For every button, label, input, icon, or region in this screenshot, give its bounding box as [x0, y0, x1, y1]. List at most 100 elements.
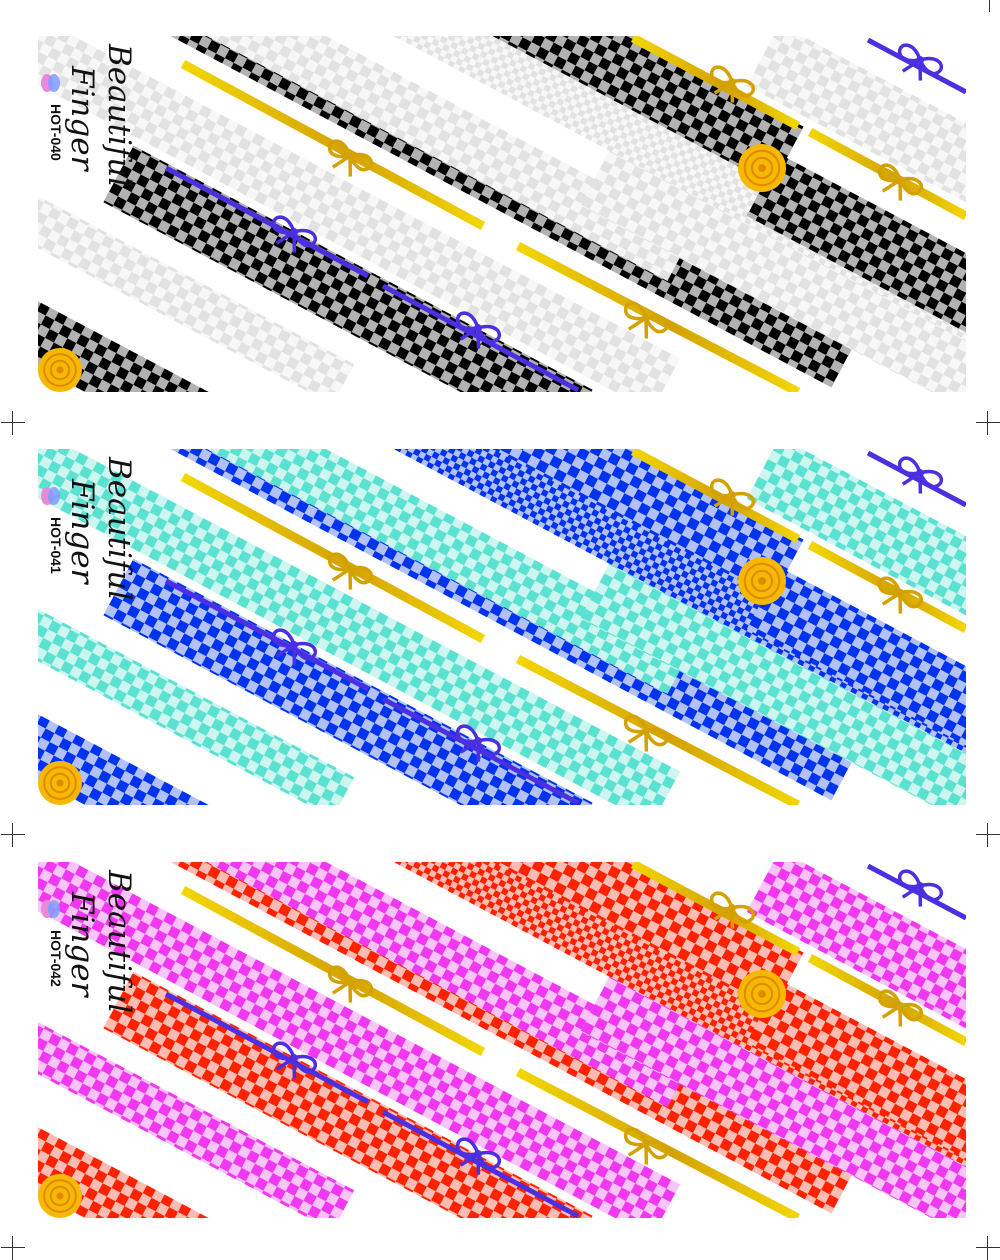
dark-check-stripe [38, 668, 271, 805]
light-check-stripe [102, 36, 694, 281]
light-check-stripe [580, 563, 966, 805]
crop-mark-top-right [978, 0, 1000, 12]
gold-ribbon [807, 954, 966, 1046]
purple-bow-icon [455, 311, 502, 349]
brand-line1: Beautiful [101, 457, 137, 601]
dark-check-stripe [472, 36, 804, 185]
gold-bow-icon [327, 965, 374, 1003]
light-check-stripe [38, 36, 680, 392]
gold-ribbon [807, 541, 966, 633]
gold-ribbon [515, 242, 801, 392]
gold-bow-icon [623, 1127, 670, 1165]
product-code: HOT-042 [48, 930, 64, 987]
crop-mark-mid2-right [976, 823, 1000, 847]
brand-line2: Finger [64, 892, 100, 997]
purple-bow-icon [897, 456, 944, 494]
purple-bow-icon [271, 1041, 318, 1079]
crop-mark-bottom-left [1, 1236, 25, 1260]
purple-bow-icon [271, 215, 318, 253]
purple-ribbon [164, 165, 370, 279]
gold-bow-icon [623, 714, 670, 752]
purple-bow-icon [455, 724, 502, 762]
rose-icon [38, 761, 82, 805]
dark-check-stripe [472, 449, 804, 598]
product-code: HOT-041 [48, 517, 64, 574]
light-check-stripe [38, 167, 355, 392]
brand-line1: Beautiful [101, 44, 137, 188]
dark-check-stripe [746, 980, 966, 1164]
light-check-stripe [580, 150, 966, 392]
dark-check-stripe [38, 255, 271, 392]
purple-bow-icon [897, 43, 944, 81]
purple-ribbon [866, 450, 966, 508]
gold-bow-icon [877, 989, 924, 1027]
sticker-sheet-hot-040: Beautiful Finger HOT-040 [38, 36, 966, 392]
gold-bow-icon [709, 891, 756, 929]
light-check-stripe [38, 993, 355, 1218]
brand-logo: Beautiful Finger [64, 457, 137, 601]
purple-ribbon [381, 1109, 580, 1218]
gold-ribbon [180, 473, 486, 643]
petal-logo-icon [41, 74, 60, 92]
crop-mark-mid2-left [1, 823, 25, 847]
sticker-artwork [38, 862, 966, 1218]
gold-ribbon [807, 128, 966, 220]
light-check-stripe [38, 580, 355, 805]
gold-ribbon [515, 1068, 801, 1218]
light-check-stripe [38, 862, 680, 1218]
gold-ribbon [180, 60, 486, 230]
sticker-artwork [38, 449, 966, 805]
sticker-sheet-hot-041: Beautiful Finger HOT-041 [38, 449, 966, 805]
crop-mark-bottom-right [976, 1236, 1000, 1260]
petal-logo-icon [41, 487, 60, 505]
light-check-stripe [746, 862, 966, 1034]
gold-bow-icon [877, 163, 924, 201]
brand-line2: Finger [64, 479, 100, 584]
dark-check-stripe [38, 1081, 271, 1218]
brand-line1: Beautiful [101, 870, 137, 1014]
light-check-stripe [102, 449, 694, 694]
light-check-stripe [580, 976, 966, 1218]
sticker-artwork [38, 36, 966, 392]
purple-ribbon [381, 696, 580, 805]
purple-bow-icon [455, 1137, 502, 1175]
light-check-stripe [746, 36, 966, 208]
rose-icon [738, 557, 786, 605]
crop-mark-top-left [0, 0, 12, 12]
dark-check-stripe [746, 154, 966, 338]
light-check-stripe [746, 449, 966, 621]
gold-ribbon [180, 886, 486, 1056]
rose-icon [738, 970, 786, 1018]
gold-bow-icon [327, 139, 374, 177]
purple-ribbon [164, 578, 370, 692]
rose-icon [38, 1174, 82, 1218]
purple-bow-icon [897, 869, 944, 907]
rose-icon [738, 144, 786, 192]
light-check-stripe [102, 862, 694, 1107]
crop-mark-mid1-left [1, 411, 25, 435]
purple-ribbon [866, 37, 966, 95]
gold-bow-icon [709, 478, 756, 516]
dark-check-stripe [103, 558, 593, 805]
brand-logo: Beautiful Finger [64, 870, 137, 1014]
brand-line2: Finger [64, 66, 100, 171]
light-check-stripe [38, 449, 680, 805]
brand-logo: Beautiful Finger [64, 44, 137, 188]
sticker-sheet-hot-042: Beautiful Finger HOT-042 [38, 862, 966, 1218]
purple-ribbon [866, 863, 966, 921]
gold-bow-icon [623, 301, 670, 339]
product-code: HOT-040 [48, 104, 64, 161]
gold-bow-icon [709, 65, 756, 103]
purple-ribbon [164, 991, 370, 1105]
dark-check-stripe [103, 971, 593, 1218]
dark-check-stripe [103, 145, 593, 392]
purple-ribbon [381, 283, 580, 392]
gold-bow-icon [877, 576, 924, 614]
dark-check-stripe [472, 862, 804, 1011]
petal-logo-icon [41, 900, 60, 918]
purple-bow-icon [271, 628, 318, 666]
gold-ribbon [515, 655, 801, 805]
gold-bow-icon [327, 552, 374, 590]
dark-check-stripe [746, 567, 966, 751]
rose-icon [38, 348, 82, 392]
